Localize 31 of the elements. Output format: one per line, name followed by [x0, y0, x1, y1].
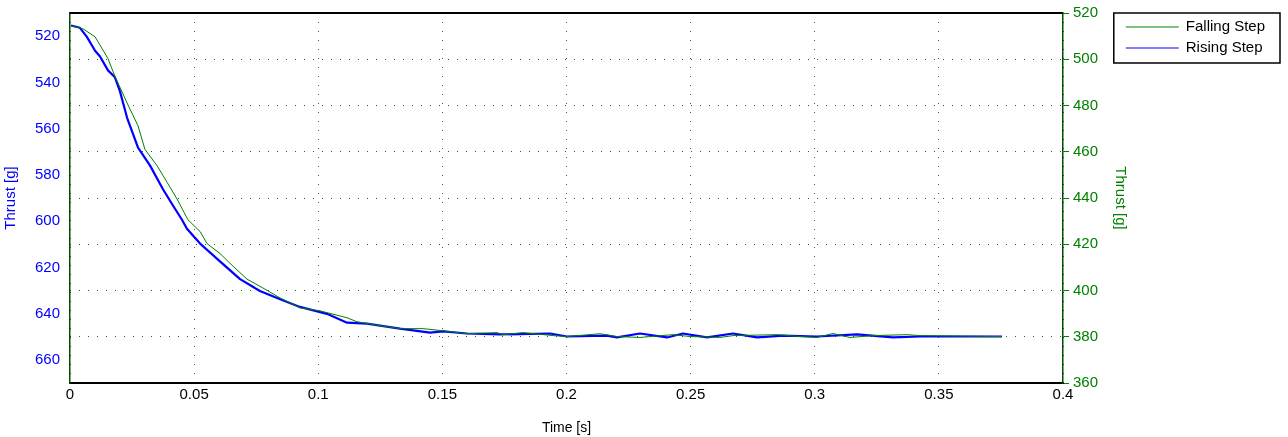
y2-tick-label: 380	[1073, 326, 1099, 344]
y-tick-label: 520	[34, 26, 60, 44]
y-tick-label: 560	[34, 118, 60, 136]
y-tick-label: 660	[34, 350, 60, 368]
x-tick-label: 0.25	[676, 385, 706, 403]
x-tick-label: 0.2	[556, 385, 577, 403]
x-tick-label: 0.15	[427, 385, 457, 403]
y2-tick-label: 420	[1073, 234, 1099, 252]
y-tick-label: 540	[34, 72, 60, 90]
y-tick-label: 620	[34, 257, 60, 275]
x-tick-label: 0.05	[179, 385, 209, 403]
y2-tick-label: 460	[1073, 141, 1099, 159]
x-tick-label: 0	[65, 385, 75, 403]
x-tick-label: 0.4	[1052, 385, 1074, 403]
x-tick-label: 0.1	[307, 385, 329, 403]
y2-tick-label: 520	[1073, 3, 1099, 21]
legend-label: Falling Step	[1185, 17, 1266, 35]
y2-tick-label: 360	[1073, 373, 1099, 391]
y2-axis-title: Thrust [g]	[1112, 166, 1130, 230]
y-tick-label: 580	[34, 165, 60, 183]
legend-label: Rising Step	[1185, 38, 1263, 56]
x-axis-title: Time [s]	[541, 419, 592, 436]
x-tick-label: 0.3	[804, 385, 826, 403]
y-axis-title: Thrust [g]	[1, 166, 19, 230]
y-tick-label: 600	[34, 211, 60, 229]
y2-tick-label: 500	[1073, 49, 1099, 67]
x-tick-label: 0.35	[924, 385, 954, 403]
y-tick-label: 640	[34, 303, 60, 321]
y2-tick-label: 480	[1073, 95, 1099, 113]
y2-tick-label: 400	[1073, 280, 1099, 298]
y2-tick-label: 440	[1073, 188, 1099, 206]
